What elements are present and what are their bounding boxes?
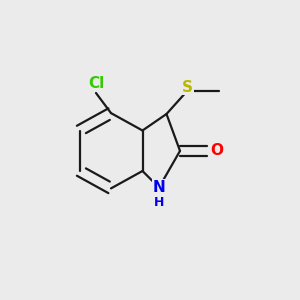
Text: N: N: [153, 180, 165, 195]
Text: H: H: [154, 196, 164, 209]
Text: S: S: [182, 80, 193, 94]
Text: O: O: [210, 143, 223, 158]
Text: Cl: Cl: [88, 76, 104, 91]
